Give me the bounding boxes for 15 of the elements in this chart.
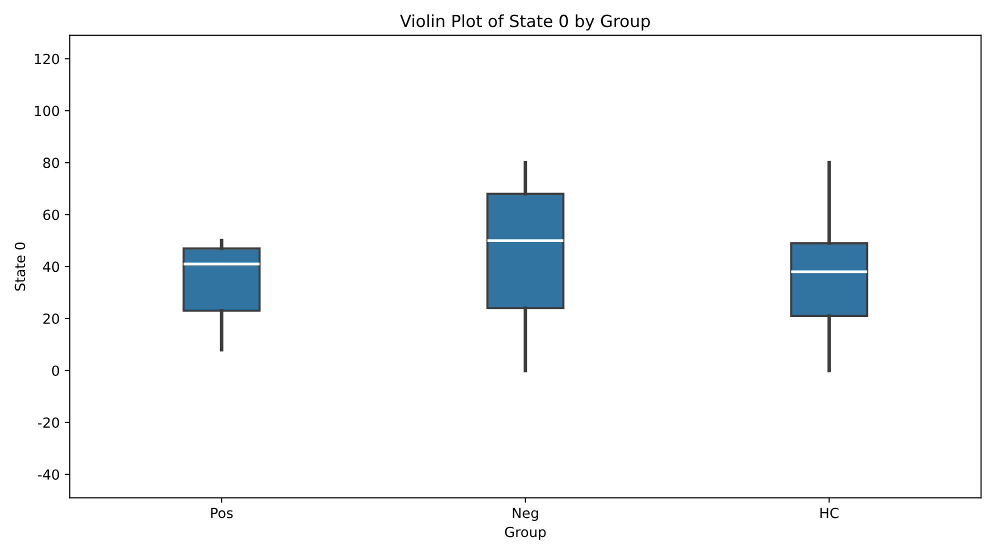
- y-tick-label: 60: [43, 210, 60, 220]
- y-tick-label: -40: [38, 469, 60, 480]
- y-axis-title: State 0: [14, 242, 26, 291]
- y-tick-label: 100: [35, 106, 60, 116]
- x-axis-title: Group: [505, 526, 546, 540]
- y-tick-label: 80: [43, 158, 60, 168]
- y-tick-label: 0: [52, 365, 60, 376]
- y-tick-label: 40: [43, 262, 60, 272]
- x-tick-label: Neg: [512, 508, 538, 521]
- chart-title: Violin Plot of State 0 by Group: [400, 14, 650, 30]
- y-tick-label: 20: [43, 313, 60, 324]
- y-tick-label: -20: [38, 417, 60, 428]
- x-tick-label: HC: [820, 508, 838, 518]
- x-tick-label: Pos: [211, 508, 233, 518]
- y-tick-label: 120: [35, 54, 60, 64]
